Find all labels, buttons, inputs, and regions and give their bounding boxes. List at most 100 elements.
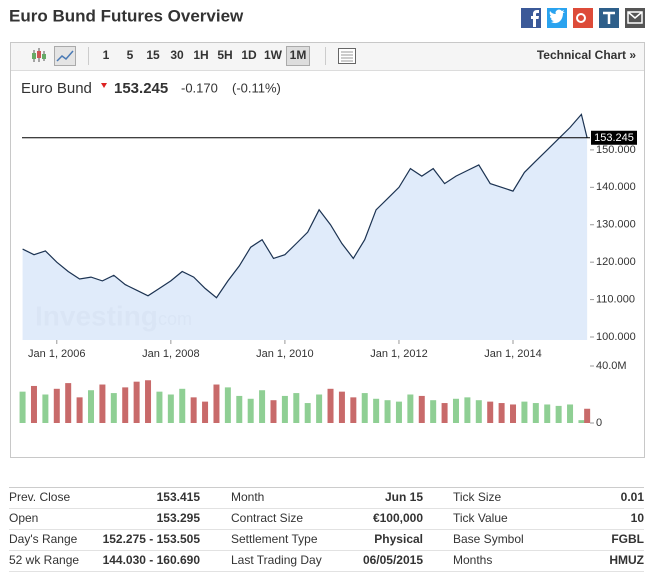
volume-bar [475,400,482,423]
volume-bar [179,388,186,423]
volume-bar [407,394,414,423]
volume-bar [384,400,391,423]
volume-tick-label: 0 [596,417,602,429]
price-line [22,113,588,299]
volume-bar [430,400,437,423]
volume-bar [487,401,494,423]
googleplus-glyph [576,13,586,23]
volume-bar [224,387,231,423]
volume-bar [544,404,551,423]
volume-bar [338,391,345,423]
x-tick-label: Jan 1, 2010 [256,348,314,360]
volume-bar [202,401,209,423]
stat-label: Contract Size [231,511,303,525]
volume-bar [452,398,459,423]
y-tick-label: 100.000 [596,331,636,343]
volume-bar [76,397,83,423]
volume-bar [373,398,380,423]
volume-bar [441,403,448,423]
interval-button[interactable]: 15 [146,48,160,62]
volume-bar [270,400,277,423]
volume-bar [213,384,220,423]
last-price-label: 153.245 [594,132,634,144]
volume-bar [156,391,163,423]
page-title: Euro Bund Futures Overview [9,6,244,25]
last-price: 153.245 [114,80,168,97]
volume-bar [190,397,197,423]
volume-bar [65,383,72,423]
interval-button[interactable]: 1D [241,48,257,62]
area [22,114,588,341]
stat-label: Month [231,490,264,504]
volume-bar [122,387,129,423]
interval-button[interactable]: 1H [193,48,208,62]
volume-bar [145,380,152,423]
stat-value: 152.275 - 153.505 [103,532,201,546]
volume-bar [304,403,311,423]
mail-glyph [627,11,643,24]
y-tick-label: 150.000 [596,144,636,156]
line-icon-selected[interactable] [54,46,76,66]
volume-bar [316,394,323,423]
social-icons[interactable] [521,8,645,28]
volume-bar [167,394,174,423]
volume-bar [350,397,357,423]
volume-bar [133,381,140,423]
stat-label: Tick Size [453,490,502,504]
googleplus-icon[interactable] [573,8,593,28]
stat-label: Prev. Close [9,490,70,504]
candle-icon[interactable] [32,48,46,62]
technical-chart-link[interactable]: Technical Chart » [537,48,636,62]
stat-value: 153.415 [157,490,201,504]
stat-value: 153.295 [157,511,201,525]
stat-label: Open [9,511,38,525]
volume-bar [510,404,517,423]
stocktwits-glyph [603,11,615,24]
volume-bar [99,384,106,423]
interval-button[interactable]: 1 [103,48,110,62]
volume-bar [532,403,539,423]
x-tick-label: Jan 1, 2012 [370,348,428,360]
interval-button[interactable]: 1W [264,48,283,62]
x-tick-label: Jan 1, 2008 [142,348,200,360]
instrument-name: Euro Bund [21,80,92,97]
interval-button[interactable]: 1M [290,48,307,62]
stat-value: 06/05/2015 [363,553,423,567]
price-change-percent: (-0.11%) [232,80,281,95]
stat-value: FGBL [611,532,644,546]
stat-label: 52 wk Range [9,553,79,567]
y-tick-label: 130.000 [596,219,636,231]
facebook-glyph [531,10,539,27]
stat-label: Tick Value [453,511,508,525]
interval-selected [286,46,310,66]
stat-value: €100,000 [373,511,423,525]
stat-value: HMUZ [609,553,644,567]
settings-icon[interactable] [338,48,356,64]
volume-bar [327,388,334,423]
stat-value: 144.030 - 160.690 [103,553,201,567]
stat-label: Base Symbol [453,532,524,546]
interval-button[interactable]: 5H [217,48,232,62]
toolbar [11,43,644,70]
volume-bar [567,404,574,423]
volume-bar [281,395,288,423]
twitter-glyph [549,9,565,24]
stat-value: 10 [631,511,645,525]
volume-bar [584,408,591,423]
volume-bar [418,395,425,423]
line-glyph [56,50,74,62]
volume-bar [19,391,26,423]
volume-bar [30,385,37,423]
volume-bar [53,388,60,423]
volume-bar [395,401,402,423]
x-tick-label: Jan 1, 2006 [28,348,86,360]
volume-bar [42,394,49,423]
volume-bar [521,401,528,423]
interval-button[interactable]: 5 [127,48,134,62]
stat-value: 0.01 [621,490,645,504]
volume-bar [498,403,505,423]
volume-bar [293,393,300,423]
volume-bar [259,390,266,423]
interval-button[interactable]: 30 [170,48,184,62]
y-tick-label: 140.000 [596,181,636,193]
